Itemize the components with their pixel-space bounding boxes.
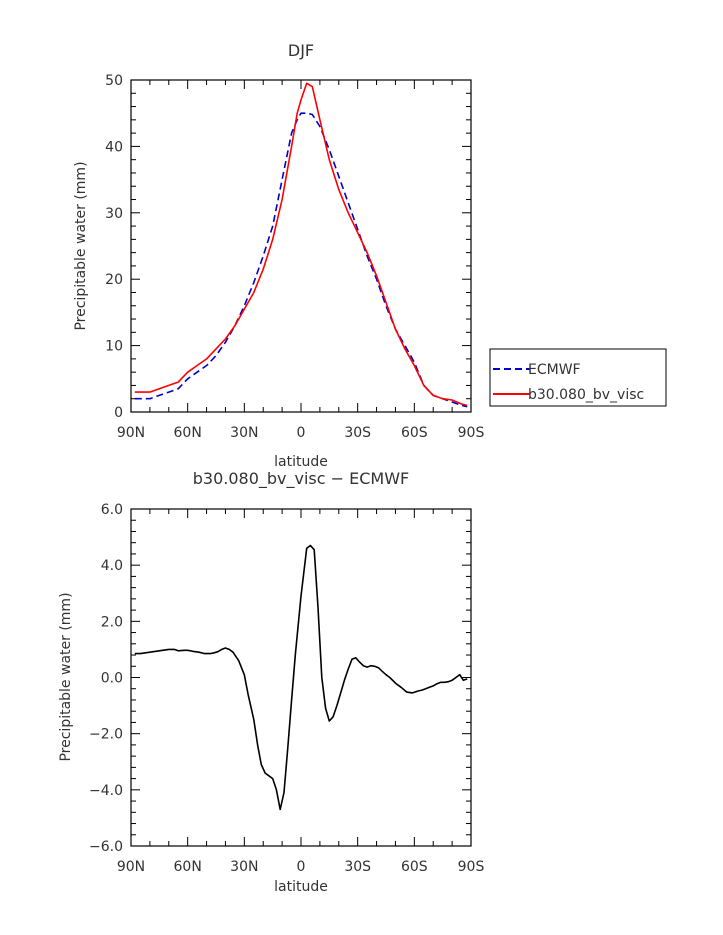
top-series [134, 82, 468, 408]
bottom-y-tick-label: 2.0 [101, 614, 123, 630]
legend: ECMWF b30.080_bv_visc [489, 348, 667, 407]
bottom-y-tick-label: −2.0 [89, 727, 123, 743]
bottom-y-tick-label: 4.0 [101, 558, 123, 574]
bottom-x-tick-label: 30S [344, 859, 371, 875]
top-x-axis-label: latitude [274, 454, 328, 470]
top-x-tick-label: 0 [297, 425, 306, 441]
bottom-plot-frame [130, 508, 472, 847]
bottom-chart: b30.080_bv_visc − ECMWF 90N 60N 30N 0 30S 60S… [58, 469, 484, 895]
top-y-tick-label: 50 [105, 73, 123, 89]
bottom-x-tick-label: 30N [230, 859, 258, 875]
top-x-tick-label: 30S [344, 425, 371, 441]
top-x-tick-label: 30N [230, 425, 258, 441]
top-x-tick-label: 90N [117, 425, 145, 441]
top-y-tick-label: 0 [114, 405, 123, 421]
top-series-line-0 [134, 112, 468, 408]
top-x-tick-label: 60N [174, 425, 202, 441]
bottom-y-tick-labels: −6.0 −4.0 −2.0 0.0 2.0 4.0 6.0 [89, 502, 123, 855]
bottom-y-tick-label: 6.0 [101, 502, 123, 518]
top-y-axis-label: Precipitable water (mm) [73, 161, 89, 330]
legend-label-ecmwf: ECMWF [528, 362, 581, 378]
top-plot-frame [130, 79, 472, 413]
bottom-chart-title: b30.080_bv_visc − ECMWF [193, 469, 410, 489]
bottom-x-tick-label: 60N [174, 859, 202, 875]
bottom-x-tick-labels: 90N 60N 30N 0 30S 60S 90S [117, 859, 485, 875]
bottom-series-line-0 [134, 544, 468, 811]
top-y-tick-label: 40 [105, 139, 123, 155]
bottom-x-tick-label: 90N [117, 859, 145, 875]
bottom-x-tick-label: 90S [458, 859, 485, 875]
top-y-tick-label: 30 [105, 206, 123, 222]
top-x-tick-labels: 90N 60N 30N 0 30S 60S 90S [117, 425, 485, 441]
bottom-x-axis-label: latitude [274, 879, 328, 895]
bottom-x-tick-label: 60S [401, 859, 428, 875]
bottom-y-tick-label: 0.0 [101, 671, 123, 687]
top-x-tick-label: 60S [401, 425, 428, 441]
legend-box [489, 348, 667, 407]
top-x-tick-label: 90S [458, 425, 485, 441]
top-y-tick-label: 20 [105, 272, 123, 288]
bottom-ticks [130, 508, 472, 847]
bottom-x-tick-label: 0 [297, 859, 306, 875]
bottom-y-axis-label: Precipitable water (mm) [58, 592, 74, 761]
top-y-tick-labels: 0 10 20 30 40 50 [105, 73, 123, 421]
top-chart-title: DJF [288, 41, 314, 60]
bottom-y-tick-label: −4.0 [89, 783, 123, 799]
legend-label-model: b30.080_bv_visc [528, 387, 644, 403]
bottom-series [134, 544, 468, 811]
top-y-tick-label: 10 [105, 339, 123, 355]
top-series-line-1 [134, 82, 468, 407]
bottom-y-tick-label: −6.0 [89, 839, 123, 855]
top-chart: DJF 90N 60N 30N 0 30S 60S 90S 0 10 20 30 40 50 lati… [73, 41, 667, 470]
top-ticks [130, 79, 472, 413]
